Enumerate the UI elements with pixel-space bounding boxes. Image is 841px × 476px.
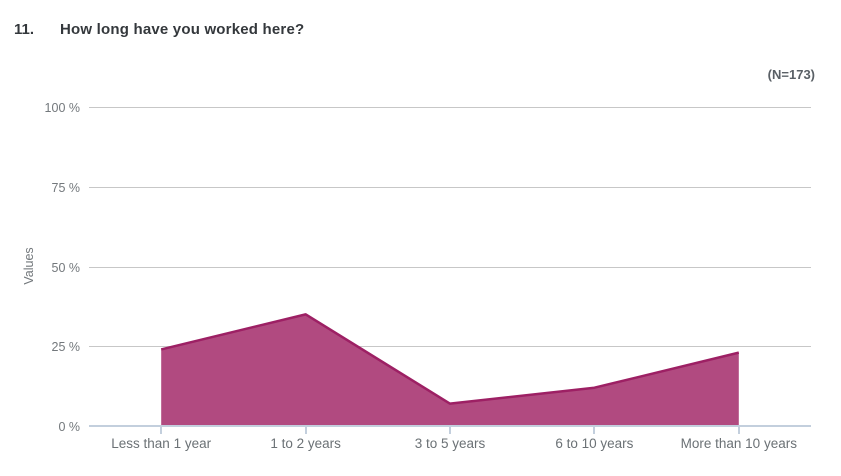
x-axis-tick	[160, 426, 163, 434]
gridline	[89, 346, 811, 348]
x-axis-tick	[737, 426, 740, 434]
gridline	[89, 266, 811, 268]
y-axis-tick-label: 50 %	[51, 260, 81, 275]
x-axis-tick	[593, 426, 596, 434]
x-axis-tick-label: 3 to 5 years	[414, 436, 486, 451]
area-fill	[161, 314, 739, 425]
x-axis-tick-label: Less than 1 year	[111, 436, 212, 451]
x-axis-tick	[449, 426, 451, 434]
x-axis-tick-label: 1 to 2 years	[270, 436, 341, 451]
x-axis-tick-label: 6 to 10 years	[555, 436, 634, 451]
y-axis-tick-label: 0 %	[58, 420, 80, 434]
question-number: 11.	[14, 21, 35, 38]
x-axis-tick	[304, 426, 307, 434]
y-axis-tick-label: 25 %	[51, 340, 81, 355]
area-series-line	[160, 313, 740, 405]
gridline	[89, 186, 811, 188]
y-axis-tick-label: 100 %	[44, 101, 80, 115]
question-title: How long have you worked here?	[60, 21, 305, 38]
respondent-count-badge: (N=173)	[767, 67, 815, 82]
x-axis-tick-label: More than 10 years	[680, 436, 797, 451]
y-axis-tick-label: 75 %	[51, 180, 81, 195]
gridline	[89, 107, 811, 108]
